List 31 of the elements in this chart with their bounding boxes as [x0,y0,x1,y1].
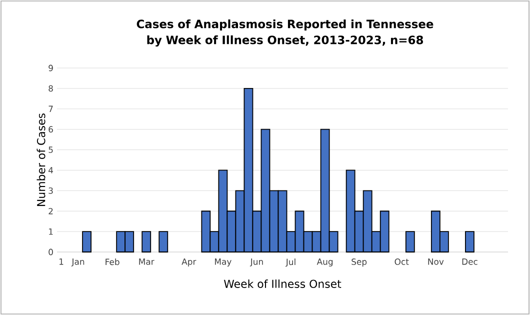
x-tick-label: Aug [316,258,333,266]
bar [158,231,168,252]
y-tick-label: 0 [48,248,53,256]
bar [465,231,474,252]
y-tick-label: 8 [48,85,53,92]
x-tick-label: Jan [71,258,84,266]
bar [82,231,92,252]
x-tick-label: Apr [182,258,196,266]
bar [405,231,415,252]
y-tick-label: 1 [49,228,53,235]
x-tick-label: Jul [285,258,296,267]
x-tick-label: Jun [250,258,263,266]
y-tick-label: 4 [48,167,54,174]
y-tick-label: 2 [48,208,53,214]
y-tick-label: 6 [48,126,53,133]
y-tick-label: 3 [48,187,53,194]
y-tick-label: 7 [48,106,53,112]
x-tick-label: May [215,258,232,266]
x-tick-label: Oct [394,258,409,265]
x-tick-label: Feb [106,258,120,266]
x-axis-title: Week of Illness Onset [224,279,342,288]
y-axis-title: Number of Cases [36,114,46,206]
x-tick-label: Nov [428,258,444,265]
x-tick-label: Sep [352,258,367,267]
bar [142,231,152,252]
y-tick-label: 9 [48,64,53,72]
x-tick-label: 1 [60,258,64,265]
y-tick-label: 5 [48,146,53,153]
x-tick-label: Dec [462,258,478,265]
chart-title: Cases of Anaplasmosis Reported in Tennessee by Week of Illness Onset, 2013-2023, n=68 [136,19,434,47]
x-tick-label: Mar [139,258,154,265]
